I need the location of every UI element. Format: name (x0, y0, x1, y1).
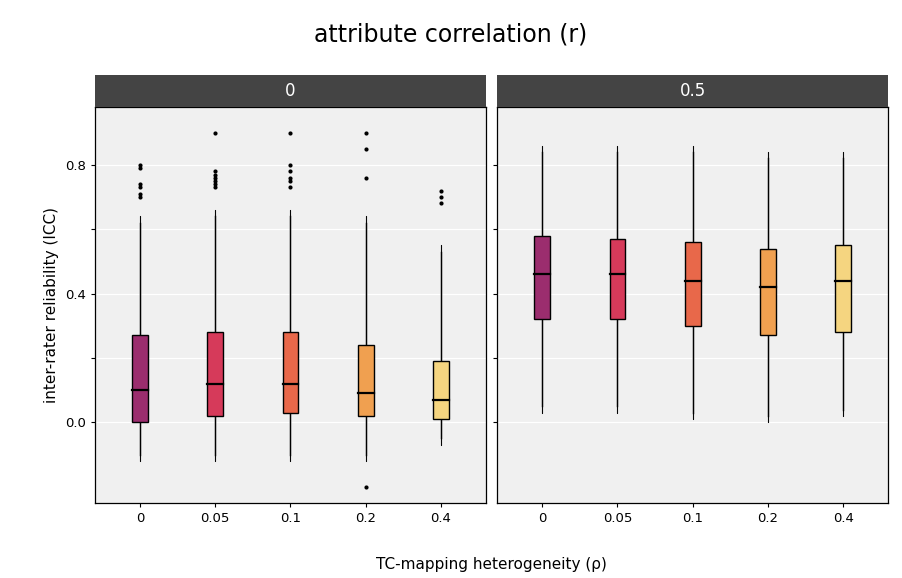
Bar (610, 239, 625, 320)
Y-axis label: inter-rater reliability (ICC): inter-rater reliability (ICC) (44, 207, 60, 403)
Bar (132, 335, 148, 423)
Text: 0.5: 0.5 (679, 82, 706, 100)
Text: 0: 0 (285, 82, 296, 100)
Bar (685, 242, 701, 326)
Text: attribute correlation (r): attribute correlation (r) (315, 23, 587, 47)
Bar (534, 236, 550, 320)
Bar (433, 361, 449, 419)
Bar (835, 245, 851, 332)
Bar (358, 345, 373, 416)
Bar (207, 332, 223, 416)
Bar (760, 249, 776, 335)
Text: TC-mapping heterogeneity (ρ): TC-mapping heterogeneity (ρ) (376, 557, 607, 572)
Bar (282, 332, 299, 413)
